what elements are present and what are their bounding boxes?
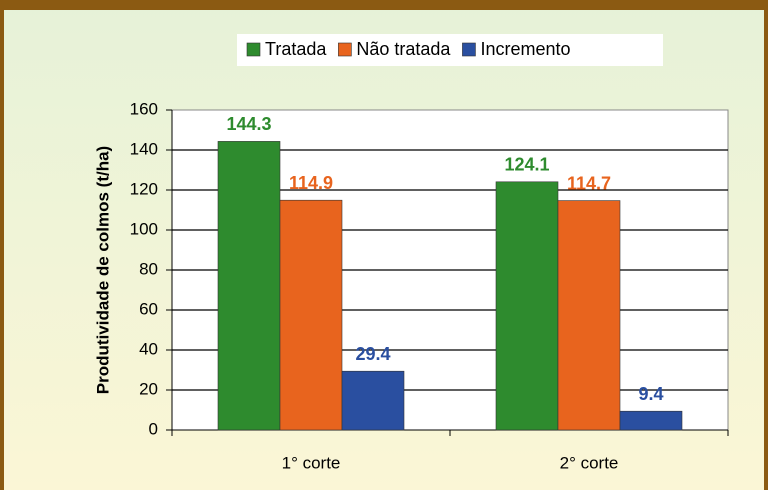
y-tick-label: 100 <box>130 219 158 238</box>
data-label: 29.4 <box>355 344 390 364</box>
y-axis-label: Produtividade de colmos (t/ha) <box>93 146 112 394</box>
legend-swatch <box>246 42 261 57</box>
data-label: 144.3 <box>226 114 271 134</box>
bar <box>217 141 281 431</box>
data-label: 124.1 <box>504 155 549 175</box>
bar <box>619 410 683 431</box>
legend-swatch <box>338 42 352 57</box>
y-tick-label: 160 <box>130 99 158 118</box>
bar <box>279 199 343 431</box>
legend-swatch <box>462 42 476 57</box>
y-tick-label: 20 <box>139 379 158 398</box>
legend-label: Tratada <box>265 39 327 59</box>
data-label: 9.4 <box>638 384 663 404</box>
y-tick-label: 120 <box>130 179 158 198</box>
y-tick-label: 0 <box>149 419 158 438</box>
y-tick-label: 80 <box>139 259 158 278</box>
left-border <box>0 0 4 490</box>
bar <box>495 181 559 431</box>
legend-box <box>237 34 663 66</box>
data-label: 114.7 <box>567 173 611 193</box>
legend-label: Incremento <box>480 39 570 59</box>
top-band <box>0 0 768 10</box>
x-tick-label: 2° corte <box>560 453 619 472</box>
x-tick-label: 1° corte <box>282 453 341 472</box>
y-tick-label: 60 <box>139 299 158 318</box>
y-tick-label: 40 <box>139 339 158 358</box>
data-label: 114.9 <box>289 173 333 193</box>
legend-label: Não tratada <box>356 39 451 59</box>
bar <box>557 200 621 431</box>
y-tick-label: 140 <box>130 139 158 158</box>
right-border <box>764 0 768 490</box>
bar <box>341 370 405 431</box>
